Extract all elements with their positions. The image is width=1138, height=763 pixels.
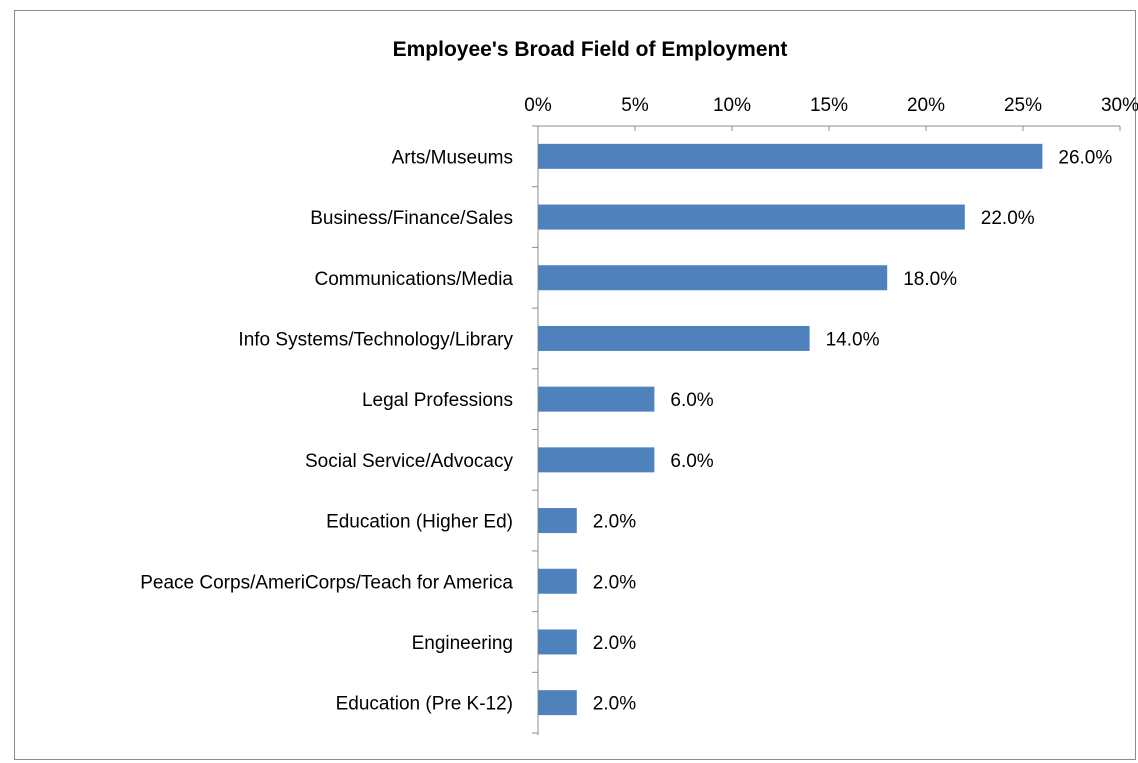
category-label: Peace Corps/AmeriCorps/Teach for America [140, 572, 513, 593]
category-label: Social Service/Advocacy [305, 451, 514, 472]
bar [538, 690, 577, 716]
data-label: 2.0% [593, 572, 636, 593]
data-label: 6.0% [670, 451, 713, 472]
bar [538, 629, 577, 655]
category-label: Communications/Media [314, 269, 513, 290]
data-label: 2.0% [593, 694, 636, 715]
category-label: Education (Pre K-12) [336, 694, 513, 715]
data-label: 22.0% [981, 208, 1035, 229]
bar [538, 447, 655, 473]
category-label: Info Systems/Technology/Library [238, 329, 513, 350]
bar [538, 568, 577, 594]
category-label: Arts/Museums [392, 147, 513, 168]
bar [538, 204, 965, 230]
x-tick-label: 25% [1004, 95, 1042, 116]
bar [538, 143, 1043, 169]
category-label: Legal Professions [362, 390, 513, 411]
category-label: Education (Higher Ed) [326, 512, 513, 533]
x-tick-label: 30% [1101, 95, 1138, 116]
x-tick-label: 20% [907, 95, 945, 116]
bars-layer: Arts/Museums 26.0% Business/Finance/Sales 2… [140, 143, 1112, 716]
data-label: 2.0% [593, 512, 636, 533]
category-label: Business/Finance/Sales [310, 208, 513, 229]
bar [538, 386, 655, 412]
data-label: 26.0% [1058, 147, 1112, 168]
bar [538, 325, 810, 351]
data-label: 2.0% [593, 633, 636, 654]
bar [538, 265, 888, 291]
x-tick-label: 15% [810, 95, 848, 116]
data-label: 14.0% [826, 329, 880, 350]
chart-title: Employee's Broad Field of Employment [393, 38, 788, 61]
data-label: 6.0% [670, 390, 713, 411]
category-label: Engineering [412, 633, 513, 654]
x-tick-label: 0% [524, 95, 552, 116]
x-tick-label: 5% [621, 95, 649, 116]
data-label: 18.0% [903, 269, 957, 290]
x-tick-label: 10% [713, 95, 751, 116]
bar [538, 508, 577, 534]
